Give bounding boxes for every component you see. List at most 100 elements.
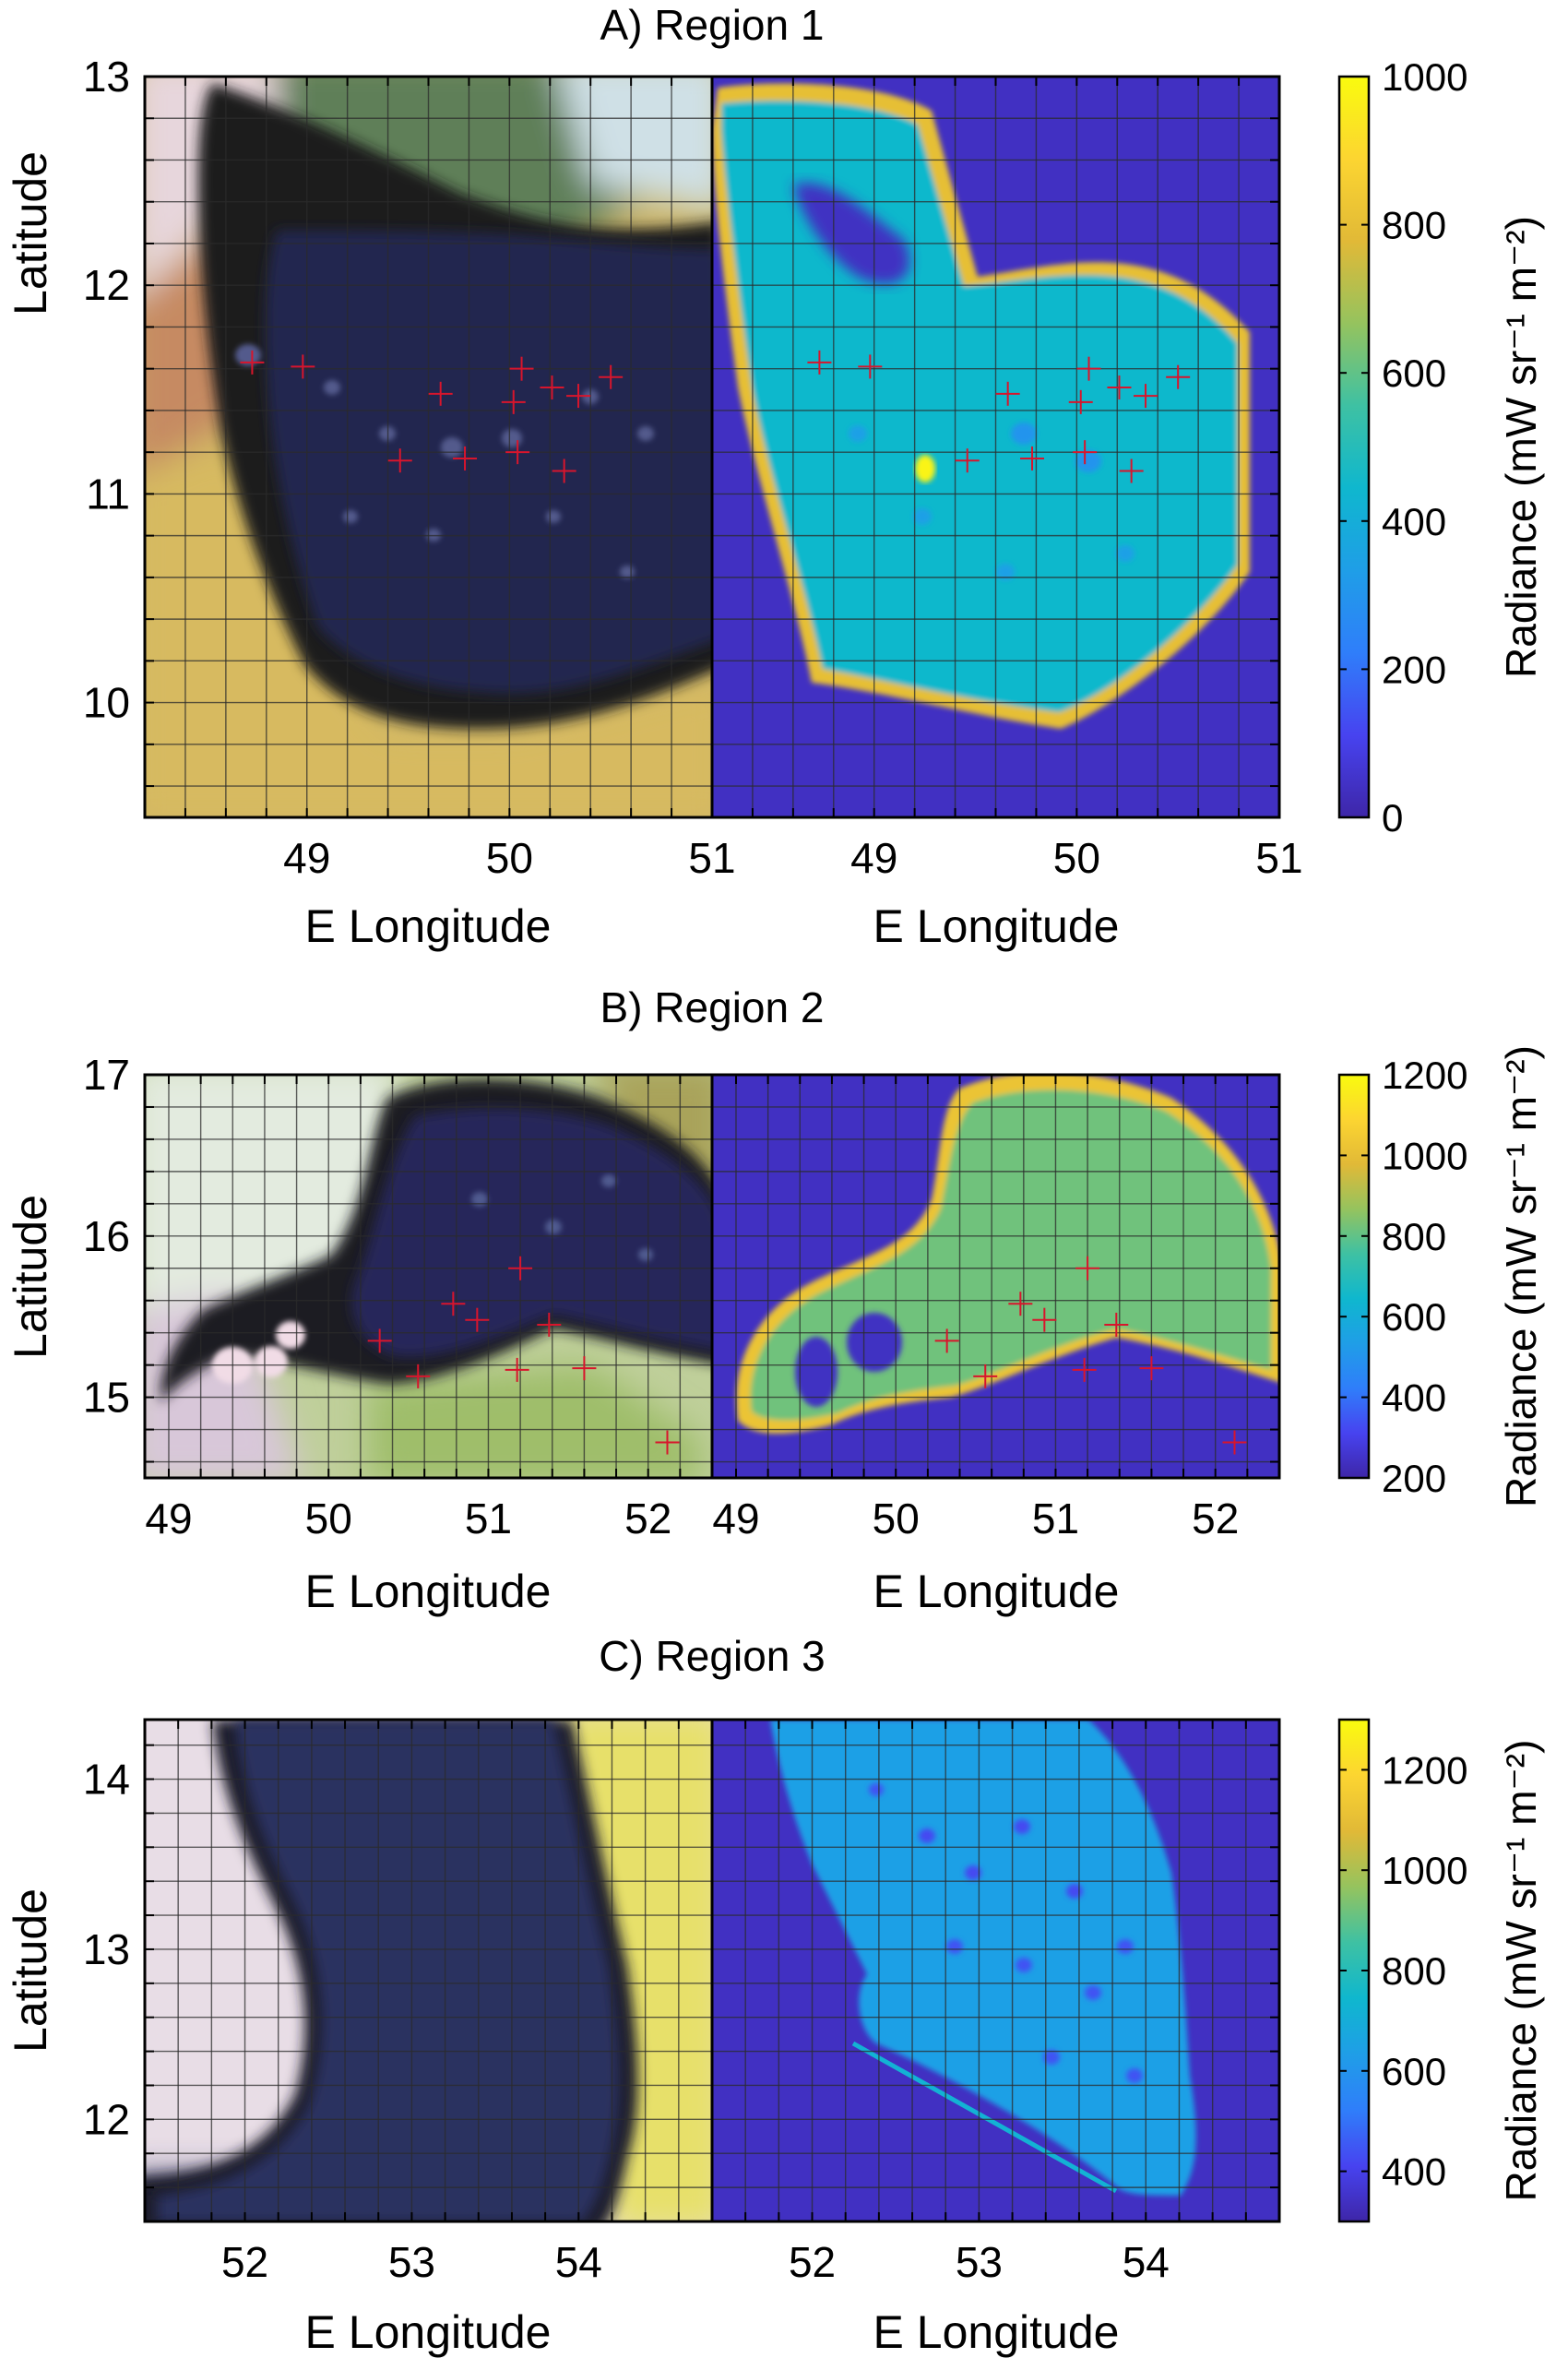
panel-a-ylabel: Latitude	[5, 151, 56, 316]
panel-c-swath-edge	[851, 2041, 1118, 2194]
x-tick-label: 53	[956, 2238, 1003, 2286]
sample-marker	[934, 1328, 959, 1353]
colorbar-label: Radiance (mW sr⁻¹ m⁻²)	[1497, 1045, 1545, 1507]
x-tick-label: 52	[1192, 1495, 1239, 1542]
y-tick-label: 13	[83, 1925, 130, 1973]
panel-b-colorbar: 1200 1000 800 600 400 200 Radiance (mW sr⁻¹ m⁻…	[1337, 1045, 1545, 1507]
panel-c-title: C) Region 3	[599, 1632, 825, 1680]
x-tick-label: 50	[305, 1495, 352, 1542]
sample-marker	[572, 1356, 597, 1381]
sample-marker	[552, 459, 576, 483]
sample-marker	[807, 350, 832, 375]
x-tick-label: 51	[465, 1495, 512, 1542]
panel-a-grid-left	[145, 77, 712, 817]
x-tick-label: 50	[486, 834, 533, 882]
panel-b-axes: 49 50 51 52 49 50 51 52 17 16 15 1200 1000 800 600 400 2…	[83, 1045, 1545, 1542]
sample-marker	[537, 1312, 562, 1337]
panel-c-rgb-image	[145, 1720, 712, 2221]
sample-marker	[387, 448, 412, 473]
sample-marker	[453, 446, 478, 470]
sample-marker	[428, 381, 453, 406]
sample-marker	[1076, 356, 1101, 381]
colorbar-label: Radiance (mW sr⁻¹ m⁻²)	[1497, 216, 1545, 678]
sample-marker	[540, 375, 564, 400]
y-tick-label: 12	[83, 261, 130, 309]
sample-marker	[441, 1292, 466, 1316]
sample-marker	[1222, 1430, 1247, 1455]
panel-c-grid-right	[712, 1720, 1279, 2221]
y-tick-label: 12	[83, 2095, 130, 2143]
colorbar-tick-label: 200	[1382, 1457, 1446, 1500]
y-tick-label: 14	[83, 1756, 130, 1804]
sample-marker	[1020, 446, 1045, 470]
sample-marker	[955, 448, 980, 473]
panel-c-frame-right	[710, 1718, 1281, 2223]
sample-marker	[465, 1307, 490, 1332]
panel-a-xlabel-left: E Longitude	[305, 900, 552, 952]
x-tick-label: 52	[789, 2238, 836, 2286]
x-tick-label: 49	[283, 834, 330, 882]
sample-marker	[1032, 1307, 1057, 1332]
colorbar-tick-label: 0	[1382, 796, 1403, 840]
colorbar-tick-label: 800	[1382, 1215, 1446, 1258]
panel-b-markers	[367, 1256, 1247, 1455]
panel-a-xlabel-right: E Longitude	[873, 900, 1120, 952]
y-tick-label: 13	[83, 53, 130, 101]
x-tick-label: 49	[145, 1495, 192, 1542]
sample-marker	[509, 356, 534, 381]
sample-marker	[1107, 375, 1132, 400]
sample-marker	[1119, 459, 1144, 483]
sample-marker	[291, 354, 315, 379]
sample-marker	[240, 350, 265, 375]
panel-a-axes: 49 50 51 49 50 51 13 12 11 10 1000 800 600 400 200 0 Rad…	[83, 53, 1545, 882]
panel-b-grid	[145, 1075, 1279, 1478]
sample-marker	[858, 354, 883, 379]
x-tick-label: 52	[624, 1495, 671, 1542]
panel-c-xlabel-left: E Longitude	[305, 2306, 552, 2358]
sample-marker	[505, 440, 530, 465]
y-tick-label: 16	[83, 1212, 130, 1260]
sample-marker	[406, 1364, 431, 1388]
x-tick-label: 50	[1053, 834, 1100, 882]
sample-marker	[1075, 1256, 1100, 1280]
panel-a-colorbar: 1000 800 600 400 200 0 Radiance (mW sr⁻¹ m⁻²)	[1337, 55, 1545, 840]
colorbar-gradient	[1337, 1073, 1371, 1480]
y-tick-label: 15	[83, 1374, 130, 1422]
panel-c-axes: 52 53 54 52 53 54 14 13 12 1200 1000 800 600 400 Radia…	[83, 1718, 1545, 2286]
y-tick-label: 11	[86, 470, 130, 518]
panel-region-2: B) Region 2	[5, 983, 1545, 1617]
panel-a-grid-right	[712, 77, 1279, 817]
colorbar-tick-label: 1000	[1382, 1849, 1467, 1892]
x-tick-label: 54	[1123, 2238, 1170, 2286]
panel-a-grid	[145, 77, 1279, 817]
panel-c-ylabel: Latitude	[5, 1888, 56, 2053]
panel-b-xlabel-right: E Longitude	[873, 1566, 1120, 1617]
panel-b-rgb-image	[145, 1075, 712, 1478]
panel-a-radiance-inlet	[793, 183, 910, 284]
panel-c-radiance-image	[712, 1720, 1279, 2221]
sample-marker	[1139, 1356, 1164, 1381]
panel-b-radiance-holes	[795, 1313, 902, 1407]
colorbar-tick-label: 400	[1382, 2150, 1446, 2194]
colorbar-tick-label: 600	[1382, 351, 1446, 395]
x-tick-label: 49	[850, 834, 897, 882]
x-tick-label: 50	[873, 1495, 920, 1542]
colorbar-tick-label: 200	[1382, 648, 1446, 691]
panel-b-grid-right	[712, 1075, 1279, 1478]
colorbar-tick-label: 1200	[1382, 1748, 1467, 1792]
panel-c-colorbar: 1200 1000 800 600 400 Radiance (mW sr⁻¹ m⁻²)	[1337, 1718, 1545, 2223]
x-tick-label: 54	[555, 2238, 602, 2286]
colorbar-tick-label: 600	[1382, 1295, 1446, 1339]
panel-region-3: C) Region 3	[5, 1632, 1545, 2358]
colorbar-tick-label: 600	[1382, 2050, 1446, 2093]
x-tick-label: 51	[1255, 834, 1302, 882]
colorbar-tick-label: 1200	[1382, 1054, 1467, 1097]
sample-marker	[1134, 384, 1158, 409]
colorbar-tick-label: 1000	[1382, 1134, 1467, 1177]
x-tick-label: 51	[1032, 1495, 1079, 1542]
colorbar-tick-label: 1000	[1382, 55, 1467, 99]
sample-marker	[1072, 1357, 1097, 1382]
sample-marker	[1166, 364, 1191, 389]
panel-c-xlabel-right: E Longitude	[873, 2306, 1120, 2358]
